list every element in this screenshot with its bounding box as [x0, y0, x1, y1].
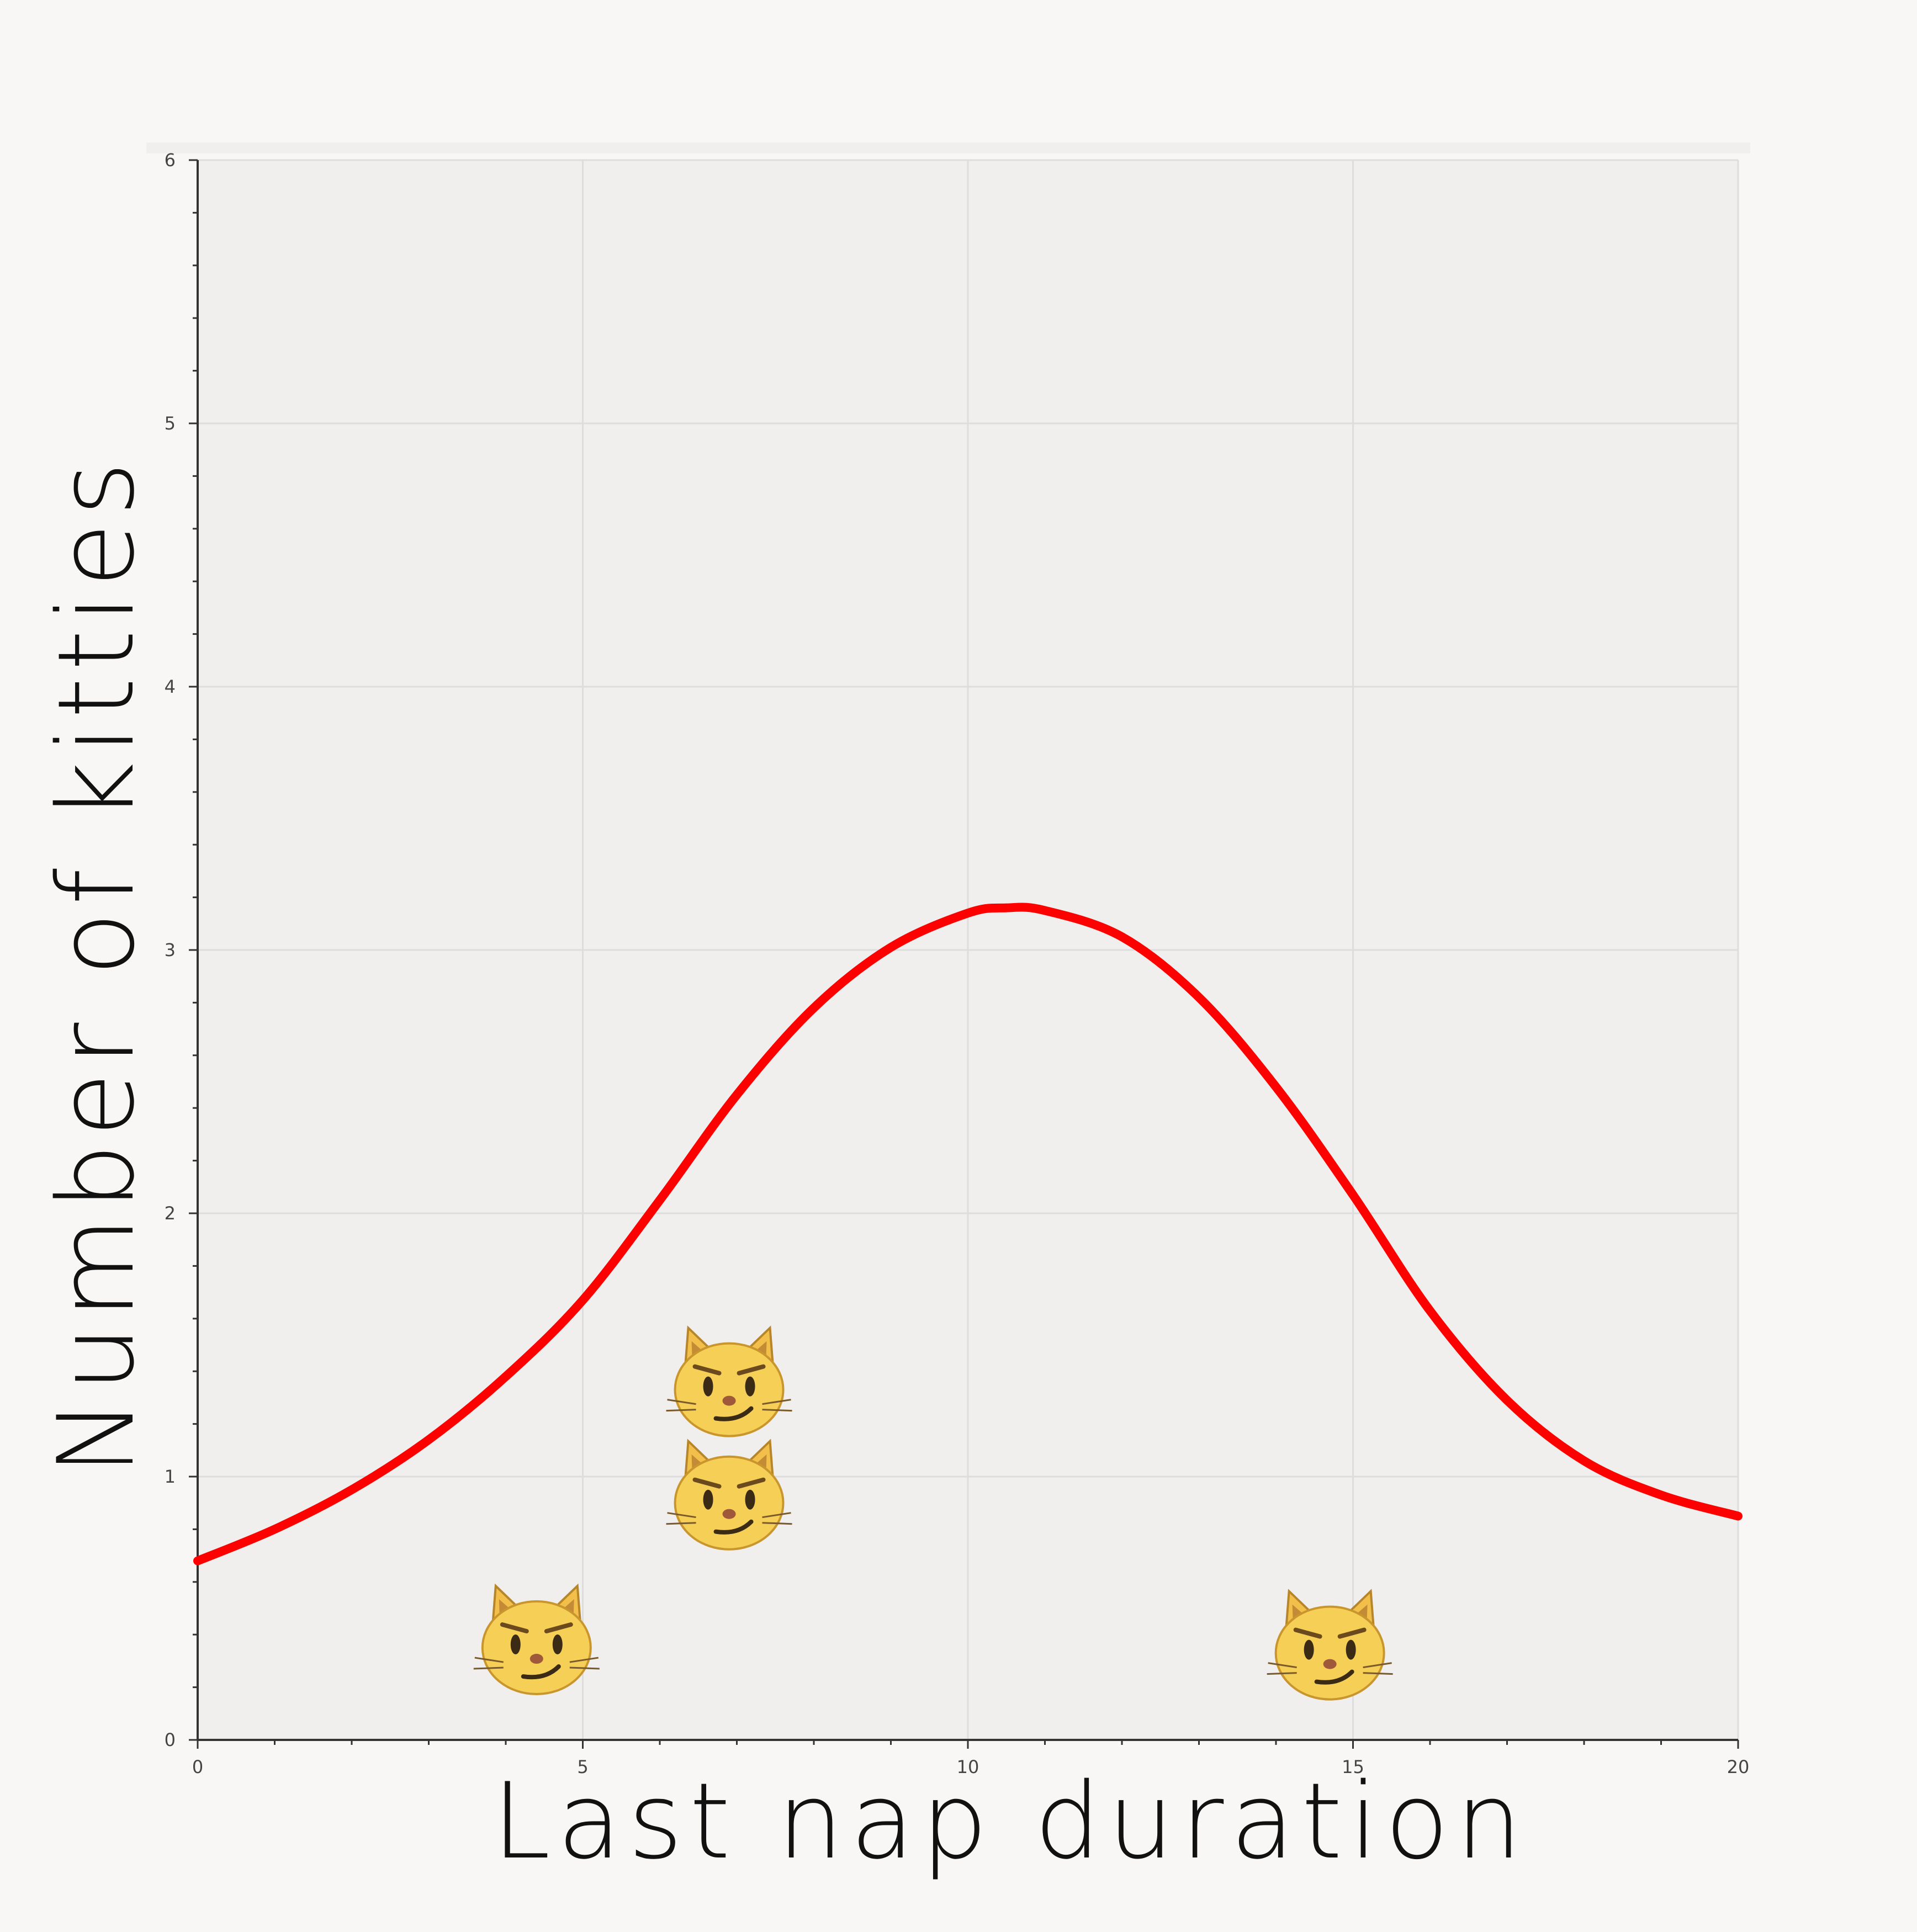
x-tick-label: 5: [577, 1756, 588, 1777]
cat-nose: [1323, 1659, 1337, 1669]
cat-left-brow: [500, 1622, 529, 1634]
cat-whiskers: [666, 1399, 792, 1412]
y-axis-label-container: Number of kitties: [25, 455, 168, 1477]
y-tick-label: 0: [165, 1729, 176, 1750]
cat-face: [674, 1455, 785, 1551]
cat-marker-point: [1267, 1589, 1393, 1701]
cat-nose: [722, 1509, 736, 1519]
x-tick-label: 10: [957, 1756, 979, 1777]
y-tick-label: 2: [165, 1203, 176, 1224]
gridlines: [198, 159, 1739, 1740]
cat-marker-point: [666, 1325, 792, 1437]
cat-face: [481, 1600, 592, 1696]
cat-left-brow: [692, 1477, 722, 1489]
cat-smirk: [1314, 1669, 1354, 1685]
cat-right-brow: [737, 1364, 766, 1376]
cat-smirk: [713, 1519, 754, 1535]
cat-right-brow: [1337, 1627, 1367, 1639]
y-tick-label: 3: [165, 940, 176, 960]
marker-layer: [473, 1325, 1393, 1701]
y-axis-label-svg: Number of kitties: [35, 455, 157, 1477]
cat-right-eye: [1346, 1639, 1356, 1660]
cat-face: [1274, 1605, 1385, 1701]
x-tick-label: 20: [1727, 1756, 1750, 1777]
cat-whiskers: [1267, 1662, 1393, 1675]
cat-right-eye: [745, 1489, 755, 1510]
cat-smirk: [521, 1664, 561, 1680]
y-axis-label: Number of kitties: [35, 469, 157, 1463]
x-tick-label: 15: [1342, 1756, 1364, 1777]
cat-smirk: [713, 1406, 754, 1421]
curve-layer: [193, 903, 1743, 1565]
y-tick-label: 1: [165, 1466, 176, 1487]
cat-left-eye: [703, 1376, 713, 1397]
cat-right-eye: [745, 1376, 755, 1397]
cat-left-eye: [510, 1634, 521, 1655]
cat-nose: [722, 1395, 736, 1406]
y-tick-label: 6: [165, 150, 176, 171]
cat-left-brow: [692, 1364, 722, 1376]
cat-marker-point: [666, 1439, 792, 1551]
cat-left-eye: [703, 1489, 713, 1510]
cat-face: [674, 1342, 785, 1437]
axis-ticks: 0 5 10 15 20 0 1 2 3 4 5 6: [165, 150, 1750, 1777]
y-tick-label: 5: [165, 413, 176, 434]
cat-right-brow: [544, 1622, 573, 1634]
cat-right-brow: [737, 1477, 766, 1489]
cat-left-eye: [1304, 1639, 1314, 1660]
cat-nose: [529, 1654, 543, 1664]
x-axis-label: Last nap duration: [492, 1760, 1529, 1882]
cat-left-brow: [1293, 1627, 1322, 1639]
plot-top-band: [146, 142, 1750, 153]
y-tick-label: 4: [165, 676, 176, 697]
x-tick-label: 0: [192, 1756, 203, 1777]
cat-right-eye: [552, 1634, 563, 1655]
cat-marker-point: [473, 1583, 600, 1696]
cat-whiskers: [473, 1657, 600, 1670]
cat-whiskers: [666, 1512, 792, 1525]
curve-series-line: [193, 903, 1743, 1565]
